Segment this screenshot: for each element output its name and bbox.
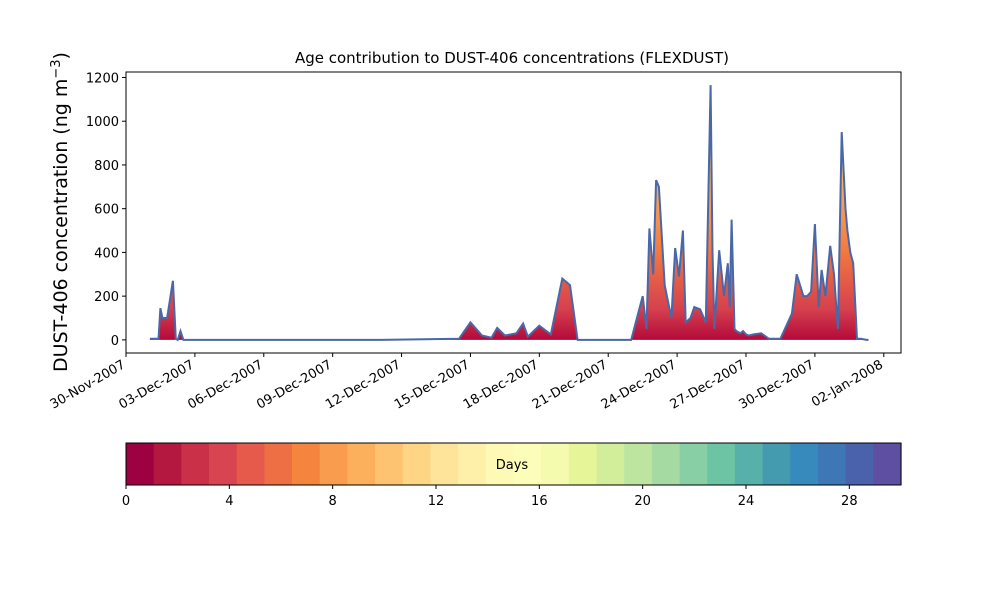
colorbar-segment — [734, 443, 764, 485]
plot-frame — [125, 71, 902, 354]
y-axis-label-unit-exponent: −3 — [49, 59, 64, 78]
colorbar-segment — [541, 443, 570, 485]
colorbar-segment — [651, 443, 681, 485]
colorbar-tick-label: 28 — [841, 494, 858, 509]
colorbar-segment — [790, 443, 819, 485]
colorbar-segment — [458, 443, 487, 485]
colorbar-segment — [485, 443, 515, 485]
x-tick-label: 24-Dec-2007 — [599, 357, 679, 412]
y-tick-label: 1000 — [86, 115, 119, 130]
colorbar-segment — [292, 443, 321, 485]
colorbar-segment — [624, 443, 653, 485]
colorbar-tick-label: 12 — [428, 494, 445, 509]
colorbar-segment — [707, 443, 736, 485]
x-tick-label: 06-Dec-2007 — [185, 357, 265, 412]
colorbar-segment — [568, 443, 598, 485]
chart-title: Age contribution to DUST-406 concentrati… — [295, 49, 729, 67]
colorbar-segment — [402, 443, 432, 485]
colorbar-segment — [513, 443, 542, 485]
colorbar-ticks: 0 4 8 12 16 20 24 28 — [122, 485, 858, 509]
y-tick-label: 400 — [94, 246, 119, 261]
colorbar-label: Days — [496, 458, 529, 473]
colorbar-segment — [126, 443, 155, 485]
colorbar-segment — [845, 443, 874, 485]
colorbar-segment — [209, 443, 238, 485]
colorbar — [126, 443, 902, 485]
x-tick-label: 18-Dec-2007 — [461, 357, 541, 412]
colorbar-tick-label: 4 — [225, 494, 233, 509]
x-tick-label: 15-Dec-2007 — [392, 357, 472, 412]
total-concentration-line — [149, 85, 869, 342]
y-tick-label: 1200 — [86, 71, 119, 86]
y-tick-label: 200 — [94, 290, 119, 305]
colorbar-segment — [817, 443, 847, 485]
x-tick-label: 27-Dec-2007 — [668, 357, 748, 412]
x-tick-label: 30-Dec-2007 — [736, 357, 816, 412]
colorbar-frame — [125, 442, 902, 486]
colorbar-tick-label: 0 — [122, 494, 130, 509]
colorbar-tick-label: 24 — [738, 494, 755, 509]
y-axis-label: DUST-406 concentration (ng m−3) — [49, 52, 72, 372]
colorbar-segment — [153, 443, 182, 485]
y-tick-label: 800 — [94, 159, 119, 174]
colorbar-tick-label: 20 — [634, 494, 651, 509]
colorbar-segment — [236, 443, 265, 485]
x-tick-label: 02-Jan-2008 — [809, 357, 886, 410]
x-tick-label: 21-Dec-2007 — [530, 357, 610, 412]
colorbar-segment — [679, 443, 708, 485]
plot-area — [149, 85, 869, 342]
age-contribution-area — [149, 85, 869, 340]
colorbar-segment — [430, 443, 459, 485]
y-axis-label-main: DUST-406 concentration (ng m — [50, 79, 72, 372]
colorbar-segment — [264, 443, 293, 485]
colorbar-segment — [181, 443, 210, 485]
colorbar-segment — [762, 443, 791, 485]
colorbar-segment — [375, 443, 404, 485]
colorbar-segment — [319, 443, 349, 485]
x-tick-label: 09-Dec-2007 — [254, 357, 334, 412]
colorbar-tick-label: 16 — [531, 494, 548, 509]
y-tick-label: 0 — [111, 334, 119, 349]
x-tick-label: 12-Dec-2007 — [323, 357, 403, 412]
x-tick-label: 03-Dec-2007 — [116, 357, 196, 412]
y-axis-label-close: ) — [50, 52, 72, 59]
y-axis: 0 200 400 600 800 1000 1200 — [86, 71, 126, 349]
x-axis: 30-Nov-200703-Dec-200706-Dec-200709-Dec-… — [48, 353, 886, 413]
colorbar-segment — [347, 443, 376, 485]
colorbar-tick-label: 8 — [329, 494, 337, 509]
y-tick-label: 600 — [94, 203, 119, 218]
colorbar-segment — [596, 443, 625, 485]
colorbar-segment — [873, 443, 902, 485]
